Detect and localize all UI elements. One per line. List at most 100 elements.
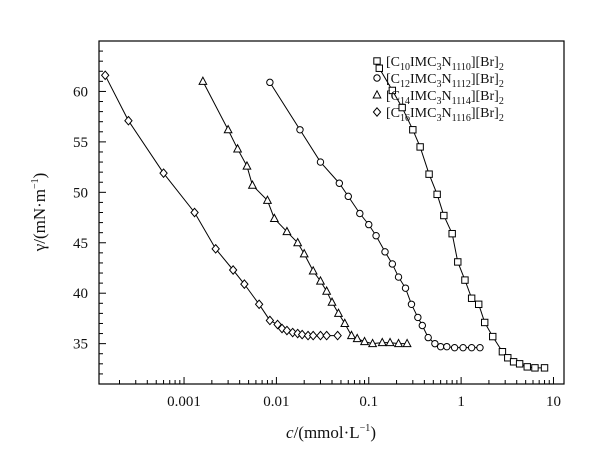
data-point-triangle — [232, 143, 243, 153]
data-point-square — [504, 354, 512, 362]
legend-item: [C14IMC3N1114][Br]2 — [372, 89, 504, 107]
data-point-square — [440, 211, 448, 220]
data-point-square — [467, 294, 476, 302]
data-point-square — [498, 348, 507, 356]
data-point-diamond — [316, 330, 325, 341]
data-point-circle — [335, 179, 344, 187]
data-point-triangle — [333, 308, 344, 317]
legend: [C10IMC3N1110][Br]2[C12IMC3N1112][Br]2[C… — [372, 55, 504, 124]
data-point-diamond — [265, 315, 275, 326]
data-point-square — [474, 300, 483, 309]
data-point-triangle — [282, 226, 292, 236]
data-point-circle — [316, 158, 325, 166]
data-point-diamond — [190, 207, 199, 218]
series-square — [375, 64, 549, 372]
data-point-triangle — [223, 124, 233, 134]
data-point-circle — [401, 284, 410, 292]
series-line — [202, 81, 408, 345]
x-tick-label: 0.001 — [167, 394, 201, 410]
y-axis-ticks: 35 40 45 50 55 60 — [73, 40, 106, 385]
data-point-triangle — [315, 275, 326, 285]
data-point-triangle — [293, 237, 303, 247]
y-axis-label: γ/(mN·m−1) — [30, 173, 49, 253]
data-point-square — [531, 364, 539, 372]
y-tick-label: 35 — [73, 337, 88, 353]
data-point-triangle — [269, 213, 279, 223]
data-point-triangle — [367, 338, 378, 348]
data-point-triangle — [359, 336, 370, 346]
data-point-triangle — [402, 338, 412, 348]
data-point-circle — [450, 343, 459, 352]
series-layer — [100, 64, 549, 372]
data-point-square — [433, 190, 441, 199]
data-point-circle — [407, 300, 416, 309]
data-point-triangle — [247, 179, 258, 189]
data-point-circle — [388, 260, 397, 268]
y-tick-label: 60 — [73, 84, 88, 100]
data-point-diamond — [277, 323, 287, 334]
y-tick-label: 50 — [73, 185, 88, 201]
plot-area: 0.001 0.01 0.1 1 10 35 40 45 50 55 60 — [73, 40, 565, 410]
data-point-circle — [394, 273, 403, 281]
data-point-circle — [365, 220, 373, 229]
data-point-circle — [424, 333, 432, 342]
y-tick-label: 45 — [73, 236, 88, 252]
data-point-circle — [467, 343, 476, 352]
x-tick-label: 10 — [546, 394, 561, 410]
data-point-triangle — [198, 76, 208, 85]
data-point-circle — [476, 343, 484, 352]
legend-marker-diamond — [372, 107, 382, 117]
data-point-triangle — [262, 195, 273, 204]
data-point-circle — [431, 339, 439, 348]
data-point-diamond — [297, 329, 307, 340]
series-line — [269, 82, 480, 349]
data-point-diamond — [211, 243, 220, 254]
data-point-triangle — [322, 285, 332, 295]
x-tick-label: 0.01 — [263, 394, 289, 410]
data-point-triangle — [377, 337, 387, 347]
y-tick-label: 40 — [73, 286, 88, 302]
data-point-diamond — [288, 327, 297, 338]
legend-marker-triangle — [372, 89, 382, 99]
data-point-triangle — [393, 338, 404, 348]
legend-item: [C12IMC3N1112][Br]2 — [373, 72, 504, 90]
data-point-triangle — [308, 265, 318, 275]
data-point-triangle — [385, 337, 395, 347]
data-point-circle — [414, 313, 422, 322]
legend-item: [C16IMC3N1116][Br]2 — [372, 106, 504, 124]
data-point-diamond — [322, 330, 331, 341]
data-point-square — [454, 258, 462, 266]
x-tick-label: 0.1 — [359, 394, 378, 410]
x-axis-label: c/(mmol·L−1) — [286, 423, 376, 442]
data-point-diamond — [254, 299, 264, 310]
data-point-circle — [381, 248, 389, 256]
legend-marker-square — [373, 57, 381, 65]
data-point-diamond — [273, 319, 282, 330]
data-point-circle — [356, 209, 364, 218]
data-point-square — [540, 364, 549, 372]
data-point-triangle — [346, 330, 357, 340]
series-line — [104, 75, 338, 337]
legend-item: [C10IMC3N1110][Br]2 — [373, 55, 504, 73]
legend-label: [C10IMC3N1110][Br]2 — [386, 55, 504, 73]
data-point-circle — [344, 192, 352, 201]
data-point-triangle — [327, 297, 337, 306]
data-point-square — [398, 103, 406, 112]
data-point-diamond — [159, 168, 168, 179]
data-point-square — [509, 358, 518, 366]
data-point-triangle — [299, 248, 309, 258]
legend-label: [C16IMC3N1116][Br]2 — [386, 106, 504, 124]
data-point-circle — [418, 321, 427, 330]
data-point-square — [409, 126, 417, 134]
x-axis-ticks: 0.001 0.01 0.1 1 10 — [118, 377, 561, 410]
legend-label: [C12IMC3N1112][Br]2 — [386, 72, 504, 90]
data-point-diamond — [124, 115, 133, 126]
data-point-diamond — [333, 330, 342, 341]
series-circle — [266, 78, 484, 352]
data-point-circle — [372, 232, 380, 240]
data-point-square — [425, 170, 433, 178]
series-diamond — [100, 70, 342, 341]
data-point-circle — [266, 78, 274, 87]
data-point-diamond — [100, 70, 110, 81]
x-tick-label: 1 — [457, 394, 465, 410]
